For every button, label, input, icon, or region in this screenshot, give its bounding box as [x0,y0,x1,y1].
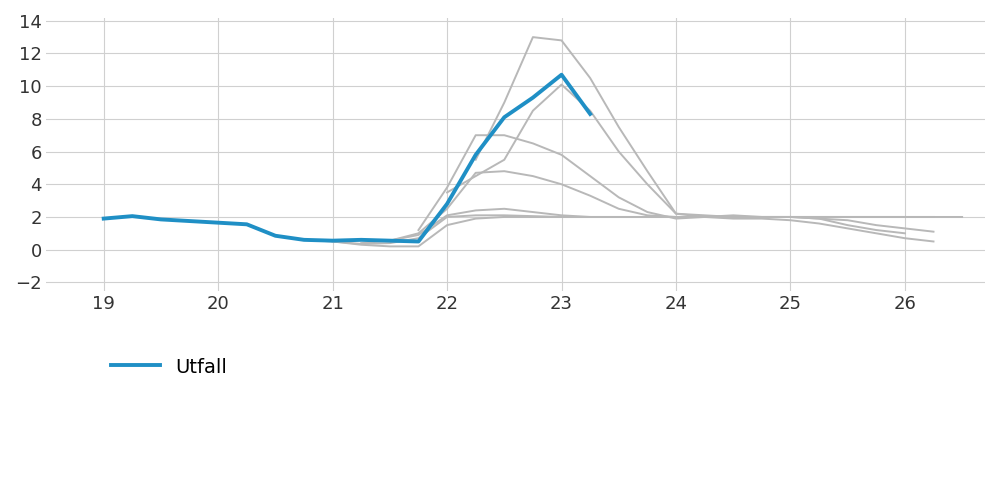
Legend: Utfall: Utfall [103,350,235,385]
